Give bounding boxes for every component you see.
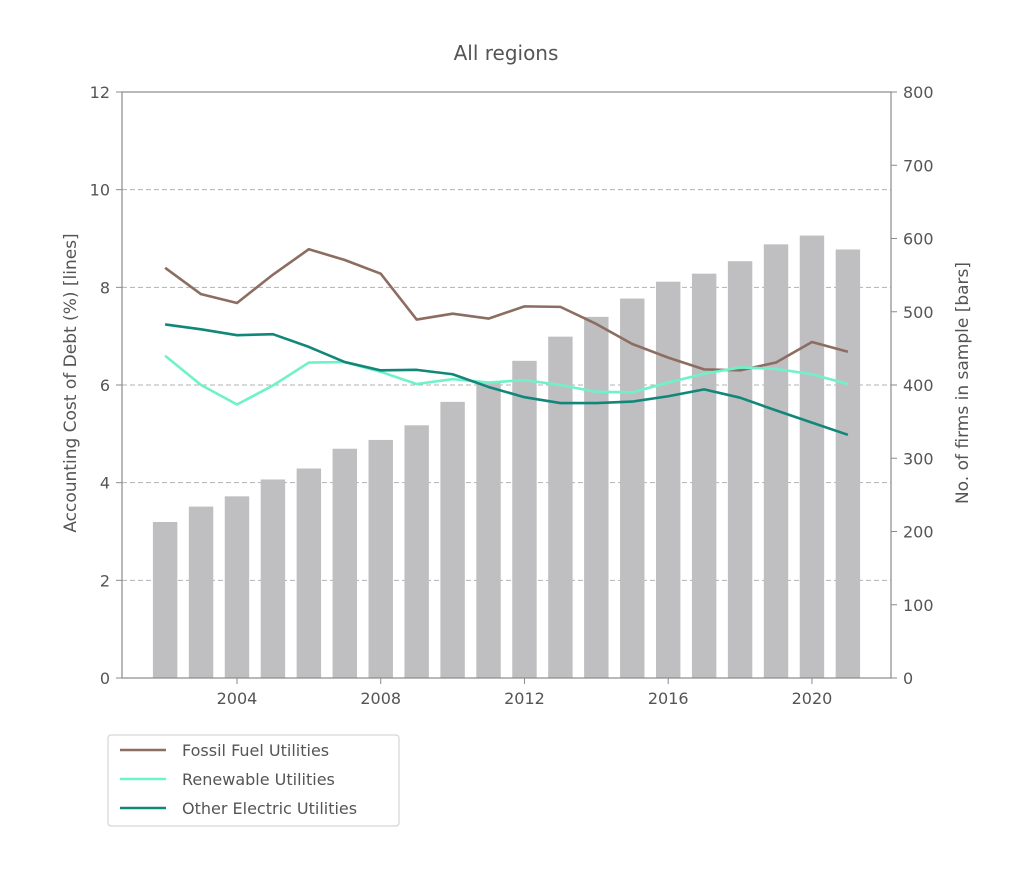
y-right-tick-label: 700: [903, 156, 934, 175]
y-right-tick-label: 500: [903, 303, 934, 322]
bar-firms-2011: [476, 382, 501, 678]
bar-firms-2007: [332, 448, 358, 678]
y-axis-left-label: Accounting Cost of Debt (%) [lines]: [61, 233, 81, 532]
ticks: 2004 2008 2012 2016 2020 0 2 4 6 8 10 12 0 100 200 300 4…: [90, 83, 934, 708]
y-left-tick-label: 8: [100, 278, 110, 297]
x-tick-label: 2008: [360, 689, 401, 708]
bar-firms-2004: [224, 496, 250, 678]
chart-title: All regions: [454, 41, 559, 65]
y-right-tick-label: 0: [903, 669, 913, 688]
legend-entry: Fossil Fuel Utilities: [182, 741, 329, 760]
y-right-tick-label: 600: [903, 230, 934, 249]
bar-firms-2002: [152, 521, 178, 678]
y-left-tick-label: 6: [100, 376, 110, 395]
bar-firms-2013: [548, 336, 573, 678]
x-tick-label: 2012: [504, 689, 545, 708]
bar-firms-2005: [260, 479, 286, 678]
bar-firms-2015: [620, 298, 645, 678]
y-right-tick-label: 400: [903, 376, 934, 395]
bar-firms-2020: [799, 235, 825, 678]
line-series: [164, 247, 849, 437]
line-series-2: [164, 354, 849, 406]
y-left-tick-label: 0: [100, 669, 110, 688]
legend-entry: Renewable Utilities: [182, 770, 335, 789]
line-series-1: [164, 247, 849, 372]
bar-firms-2006: [296, 468, 322, 678]
legend: Fossil Fuel Utilities Renewable Utilities…: [107, 734, 400, 827]
grid-lines: [122, 189, 891, 581]
y-right-tick-label: 200: [903, 523, 934, 542]
legend-box: [107, 734, 400, 827]
x-tick-label: 2016: [648, 689, 689, 708]
bar-firms-2012: [512, 360, 537, 678]
bar-firms-2014: [584, 316, 609, 678]
y-left-tick-label: 4: [100, 474, 110, 493]
y-right-tick-label: 800: [903, 83, 934, 102]
x-tick-label: 2004: [217, 689, 258, 708]
y-right-tick-label: 100: [903, 596, 934, 615]
y-axis-right-label: No. of firms in sample [bars]: [953, 262, 973, 504]
bar-firms-2016: [655, 281, 681, 678]
bar-firms-2009: [404, 425, 429, 678]
bar-firms-2017: [691, 273, 717, 678]
y-right-tick-label: 300: [903, 449, 934, 468]
bar-firms-2010: [440, 401, 465, 678]
y-left-tick-label: 2: [100, 571, 110, 590]
y-left-tick-label: 12: [90, 83, 110, 102]
x-tick-label: 2020: [792, 689, 833, 708]
bar-firms-2003: [188, 506, 214, 678]
line-series-3: [164, 323, 849, 437]
legend-entry: Other Electric Utilities: [182, 799, 357, 818]
bar-firms-2019: [763, 244, 789, 679]
bar-series: [152, 235, 861, 679]
bar-firms-2021: [835, 249, 861, 679]
bar-firms-2008: [368, 439, 393, 678]
y-left-tick-label: 10: [90, 181, 110, 200]
bar-firms-2018: [727, 261, 753, 678]
